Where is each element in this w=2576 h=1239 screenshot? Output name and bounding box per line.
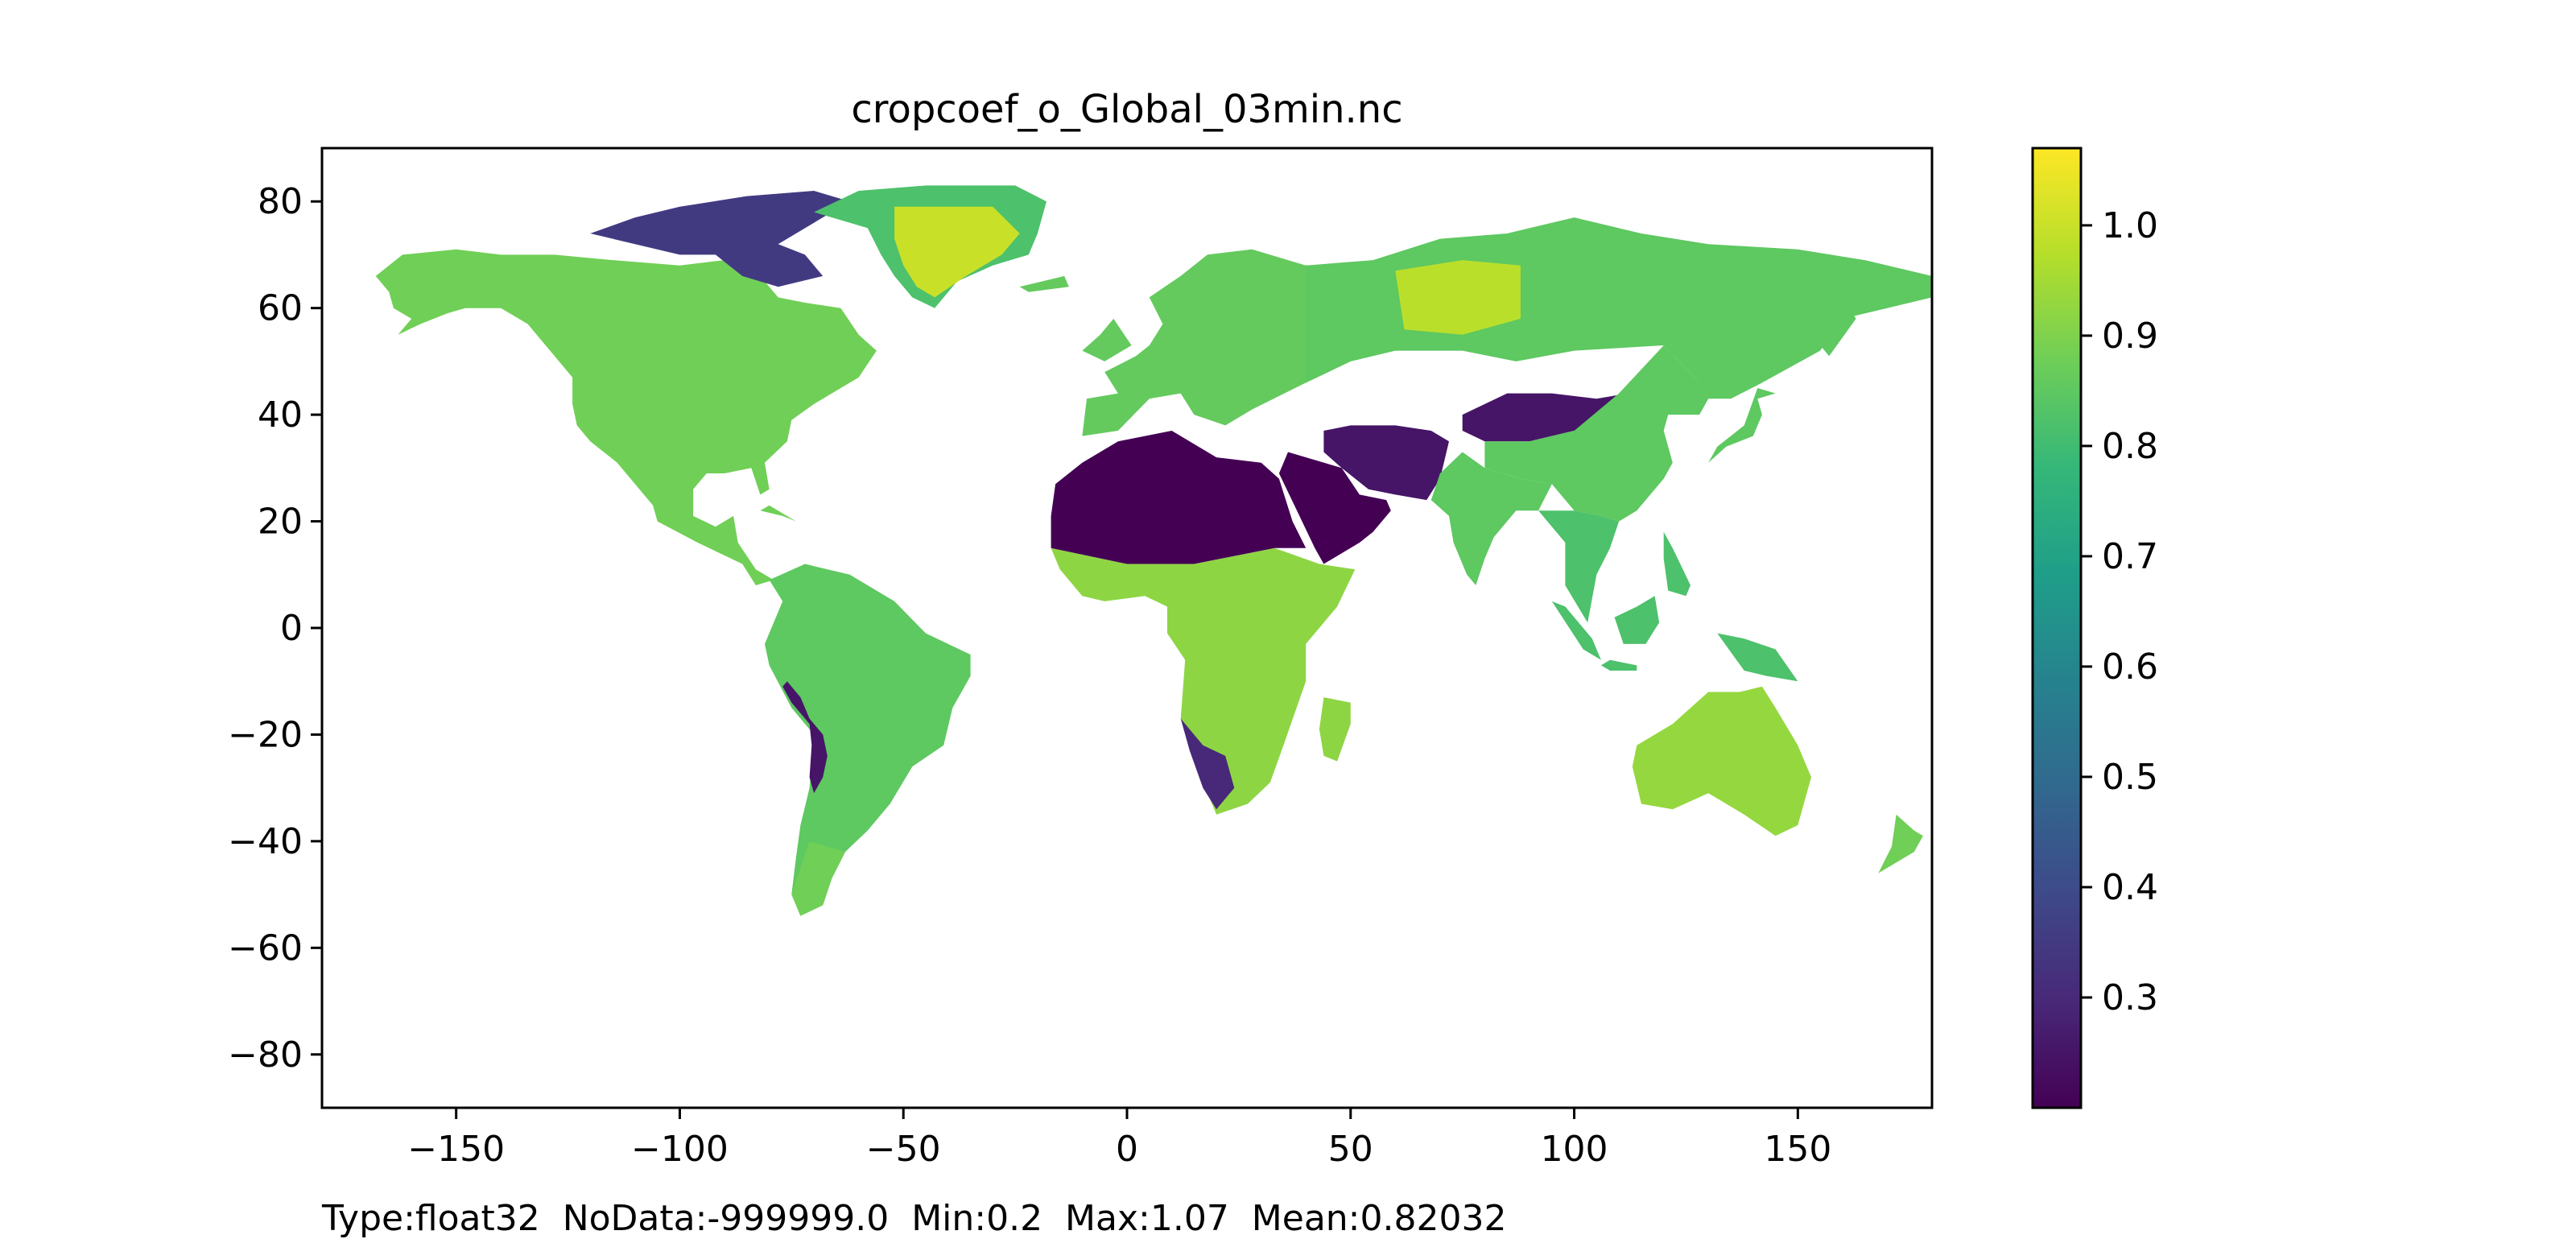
- region-southeast-asia-indonesia-2: [1600, 659, 1637, 671]
- stats-line: Type:float32 NoData:-999999.0 Min:0.2 Ma…: [322, 1198, 1507, 1239]
- colorbar-tick-label: 0.7: [2102, 536, 2158, 577]
- y-tick-label: −20: [228, 714, 303, 755]
- y-tick-label: 20: [258, 502, 303, 543]
- x-tick-label: 100: [1541, 1129, 1608, 1170]
- region-new-zealand: [1878, 814, 1923, 873]
- colorbar-tick-label: 0.9: [2102, 316, 2158, 357]
- x-tick-label: −150: [407, 1129, 505, 1170]
- region-sahara: [1051, 431, 1307, 564]
- x-tick-label: 150: [1764, 1129, 1831, 1170]
- x-tick-label: −100: [631, 1129, 729, 1170]
- region-southeast-asia-indonesia-3: [1614, 596, 1660, 644]
- region-southeast-asia-indonesia-5: [1663, 531, 1690, 597]
- region-sub-saharan-africa: [1051, 547, 1356, 815]
- region-greenland-ice-sheet: [894, 206, 1020, 298]
- y-tick-label: 40: [258, 394, 303, 436]
- y-tick-label: 80: [258, 181, 303, 222]
- colorbar-tick-label: 0.3: [2102, 977, 2158, 1018]
- region-southeast-asia-indonesia-4: [1717, 633, 1798, 682]
- colorbar-tick-label: 1.0: [2102, 205, 2158, 246]
- region-andes-atacama: [782, 681, 828, 794]
- y-tick-label: −80: [228, 1035, 303, 1076]
- x-tick-label: −50: [866, 1129, 941, 1170]
- colorbar-tick-label: 0.6: [2102, 646, 2158, 688]
- x-tick-label: 50: [1328, 1129, 1373, 1170]
- colorbar-tick-label: 0.4: [2102, 867, 2158, 908]
- region-tarim-gobi-deserts: [1462, 393, 1629, 442]
- region-patagonia: [791, 840, 845, 916]
- colorbar-tick-label: 0.8: [2102, 426, 2158, 467]
- region-australia: [1632, 686, 1811, 836]
- colorbar-tick-label: 0.5: [2102, 757, 2158, 798]
- y-tick-label: 0: [280, 608, 303, 649]
- y-axis: 80 60 40 20 0 −20 −40 −60 −80: [228, 181, 322, 1076]
- region-europe-9: [1149, 249, 1261, 330]
- region-arabian-peninsula: [1278, 452, 1391, 564]
- x-axis: −150 −100 −50 0 50 100 150: [407, 1108, 1831, 1170]
- region-siberia-and-russia-10: [1798, 297, 1856, 357]
- region-madagascar: [1319, 697, 1351, 762]
- region-north-america-11: [760, 505, 796, 522]
- region-namib-kalahari: [1180, 718, 1235, 810]
- region-south-america: [765, 564, 971, 916]
- region-europe-8: [1019, 275, 1069, 292]
- region-iran-afghanistan-pakistan: [1323, 425, 1449, 501]
- y-tick-label: −60: [228, 927, 303, 968]
- region-southeast-asia-indonesia-1: [1551, 601, 1601, 660]
- x-tick-label: 0: [1116, 1129, 1138, 1170]
- region-canadian-arctic-archipelago: [590, 191, 850, 287]
- region-west-siberian-plain: [1395, 260, 1521, 335]
- chart-title: cropcoef_o_Global_03min.nc: [851, 87, 1402, 132]
- colorbar-ticks: 0.3 0.4 0.5 0.6 0.7 0.8 0.9 1.0: [2081, 205, 2158, 1018]
- map-layer: [375, 185, 1932, 916]
- region-india: [1430, 452, 1552, 585]
- region-china-east-asia: [1484, 345, 1762, 522]
- colorbar-gradient: [2031, 147, 2083, 1109]
- colorbar: 0.3 0.4 0.5 0.6 0.7 0.8 0.9 1.0: [2031, 147, 2158, 1109]
- region-southeast-asia-indonesia: [1538, 510, 1620, 623]
- region-europe-7: [1082, 318, 1132, 361]
- region-north-america: [375, 249, 877, 585]
- y-tick-label: −40: [228, 821, 303, 862]
- y-tick-label: 60: [258, 288, 303, 329]
- region-china-east-asia-6: [1708, 388, 1776, 463]
